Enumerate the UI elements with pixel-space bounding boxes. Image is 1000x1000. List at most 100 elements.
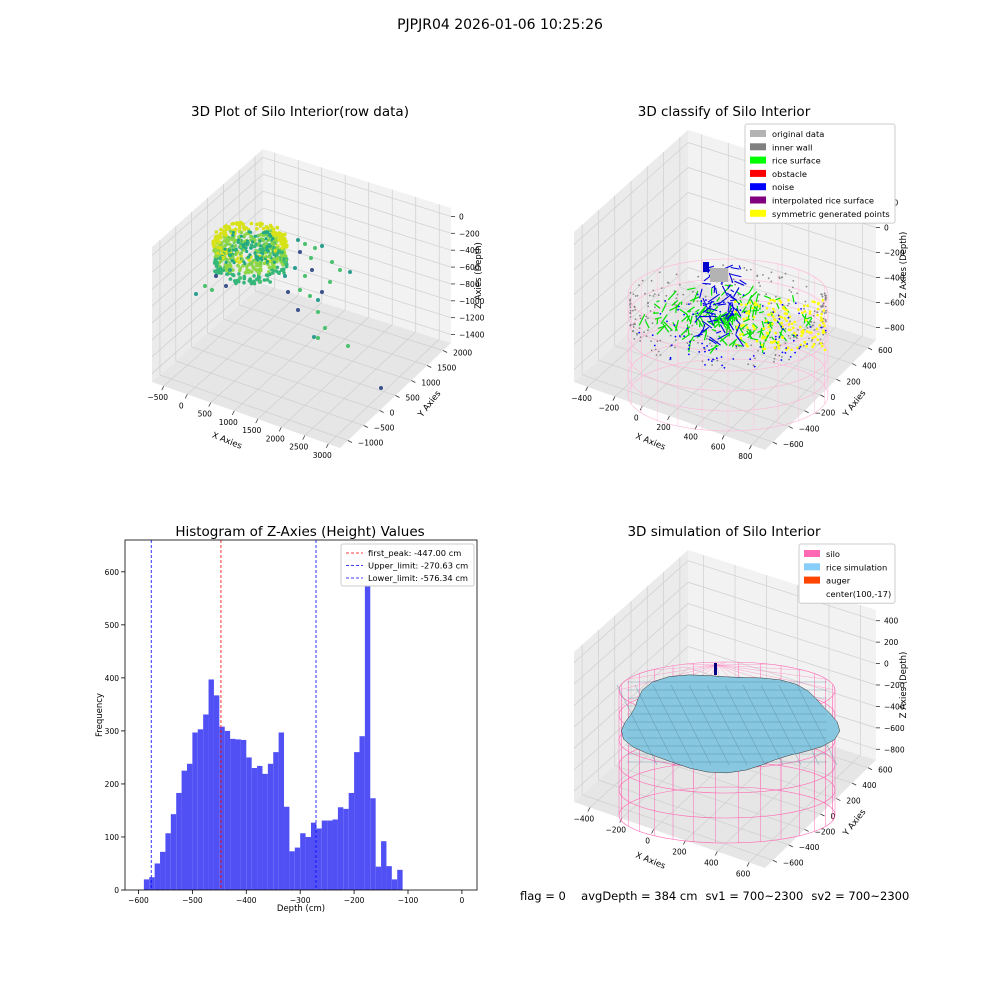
symmetric-point	[745, 311, 748, 315]
data-point	[348, 270, 352, 274]
noise-mark	[731, 301, 734, 310]
z-axis-label: Z Axies (Depth)	[899, 232, 909, 299]
inner-wall-point	[658, 271, 661, 274]
noise-mark	[702, 282, 711, 285]
inner-wall-point	[650, 349, 653, 352]
inner-wall-point	[674, 346, 676, 349]
z-tick-label: 0	[884, 224, 889, 233]
symmetric-point	[745, 326, 749, 329]
x-tick-label: 200	[656, 423, 671, 432]
noise-point	[735, 345, 738, 347]
data-point	[224, 284, 228, 288]
z-tick-label: −200	[459, 229, 480, 238]
inner-wall-point	[632, 326, 635, 328]
inner-wall-point	[731, 332, 734, 335]
x-tick-label: 600	[736, 870, 751, 879]
inner-wall-point	[824, 299, 827, 301]
rice-surface-mark	[656, 300, 660, 303]
symmetric-point	[753, 303, 757, 307]
noise-point	[820, 326, 823, 329]
data-point	[293, 266, 297, 270]
data-point	[310, 268, 314, 272]
histogram-bar	[381, 841, 387, 890]
noise-mark	[708, 315, 718, 318]
data-point	[264, 241, 268, 245]
plot-frame	[124, 539, 478, 891]
symmetric-point	[793, 331, 796, 335]
noise-point	[666, 320, 668, 323]
grid-line	[687, 646, 877, 707]
data-point	[245, 239, 249, 243]
symmetric-point	[805, 318, 808, 322]
data-point	[256, 233, 261, 237]
inner-wall-point	[773, 360, 775, 363]
noise-point	[738, 303, 740, 305]
data-point	[219, 227, 223, 232]
inner-wall-point	[823, 312, 826, 314]
noise-point	[774, 338, 777, 341]
data-point	[277, 231, 282, 235]
x-tick-label: −600	[128, 896, 149, 905]
histogram-bar	[224, 730, 231, 890]
x-tick-label: 400	[704, 859, 719, 868]
inner-wall-point	[691, 324, 694, 327]
x-tick	[746, 862, 750, 867]
symmetric-point	[745, 316, 749, 320]
data-point	[238, 252, 242, 256]
rice-surface-mark	[672, 322, 678, 332]
histogram-bar	[235, 739, 241, 890]
rice-surface-mark	[746, 294, 753, 305]
noise-mark	[736, 336, 745, 347]
symmetric-point	[823, 348, 827, 352]
symmetric-point	[751, 306, 755, 310]
data-point	[267, 265, 272, 270]
legend-box	[744, 123, 896, 224]
data-point	[275, 256, 280, 261]
noise-mark	[719, 324, 726, 334]
inner-wall-point	[819, 338, 822, 341]
data-point	[216, 245, 220, 250]
inner-wall-point	[654, 306, 656, 309]
noise-point	[704, 350, 706, 353]
data-point	[228, 261, 232, 265]
rice-surface-mark	[726, 323, 729, 334]
rice-surface-mark	[763, 295, 772, 300]
histogram-bar	[327, 820, 333, 890]
symmetric-point	[755, 339, 759, 343]
data-point	[251, 259, 255, 263]
grid-line	[582, 794, 774, 861]
status-flag: flag = 0	[520, 889, 566, 903]
inner-wall-point	[654, 348, 657, 351]
legend-label: interpolated rice surface	[772, 196, 874, 206]
grid-line	[687, 560, 877, 622]
z-tick-label: −400	[459, 246, 480, 255]
x-tick	[255, 418, 259, 424]
data-point	[225, 257, 229, 261]
symmetric-point	[779, 301, 783, 304]
symmetric-point	[769, 341, 773, 344]
y-tick	[836, 378, 841, 382]
symmetric-point	[757, 305, 761, 308]
inner-wall-point	[685, 303, 688, 306]
noise-point	[809, 326, 812, 328]
noise-point	[704, 364, 706, 366]
data-point	[267, 255, 272, 259]
symmetric-point	[734, 310, 737, 314]
symmetric-point	[780, 321, 783, 325]
data-point	[247, 258, 251, 262]
rice-surface-mark	[681, 315, 688, 323]
data-point	[273, 248, 278, 253]
inner-wall-point	[639, 317, 642, 320]
inner-wall-point	[820, 293, 823, 295]
symmetric-point	[799, 343, 803, 347]
noise-mark	[705, 311, 716, 315]
y-tick-label: −400	[799, 843, 820, 852]
symmetric-point	[787, 323, 791, 326]
symmetric-point	[767, 302, 771, 305]
inner-wall-point	[646, 329, 649, 332]
data-point	[261, 252, 265, 256]
grid-line	[254, 290, 444, 351]
axes3d-3: −400−2000200400600−600−400−2000200400600…	[574, 524, 909, 879]
silo-roof-wire	[685, 663, 718, 666]
data-point	[234, 227, 238, 232]
